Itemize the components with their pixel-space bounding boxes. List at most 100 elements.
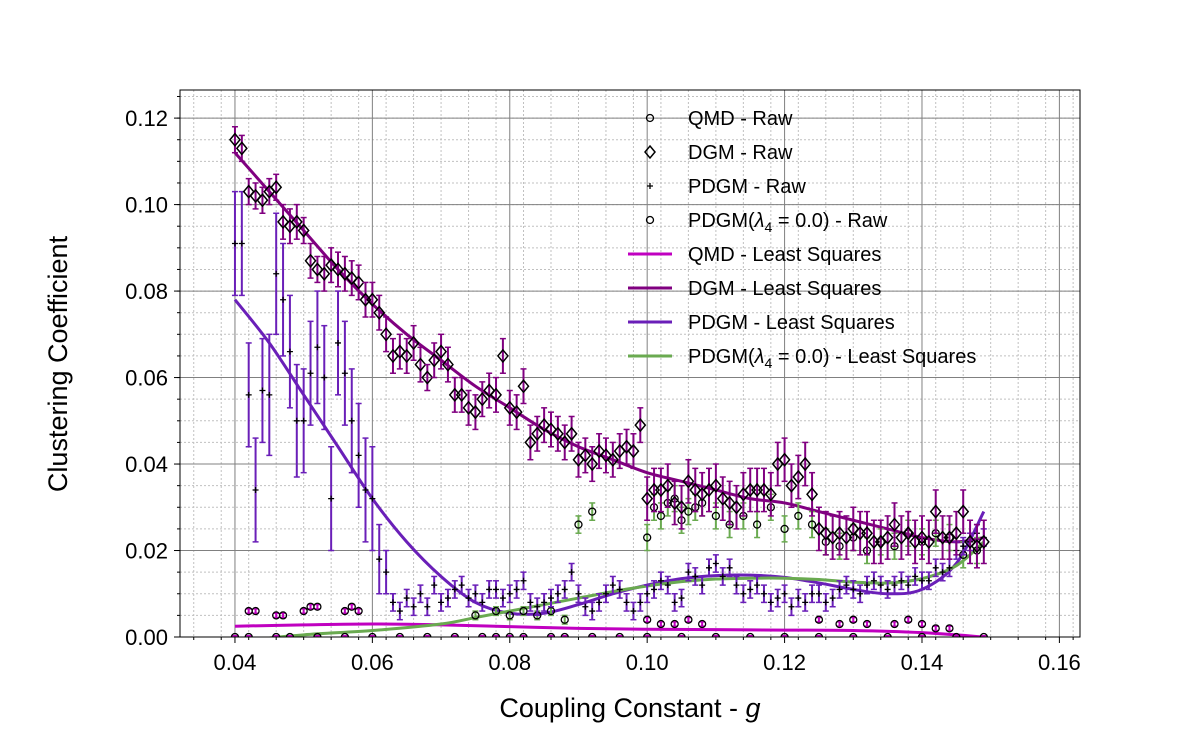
data-point-diamond	[373, 305, 386, 320]
fit-line-pdgm-4-0-0-least-squares	[263, 540, 985, 637]
data-point-plus	[465, 595, 472, 602]
data-point-plus	[671, 599, 678, 606]
data-point-plus	[685, 569, 692, 576]
data-point-circle	[945, 624, 954, 633]
data-point-plus	[486, 586, 493, 593]
data-point-circle	[395, 632, 404, 637]
data-point-diamond	[249, 188, 262, 204]
data-point-circle	[849, 615, 858, 624]
data-point-plus	[547, 595, 554, 602]
y-tick-label: 0.04	[125, 452, 168, 477]
data-point-circle	[574, 520, 583, 529]
data-point-plus	[424, 603, 431, 610]
data-point-plus	[321, 374, 328, 381]
data-point-plus	[527, 599, 534, 606]
data-point-diamond	[496, 348, 509, 364]
data-point-plus	[410, 603, 417, 610]
data-point-circle	[979, 632, 988, 637]
data-point-plus	[726, 564, 733, 571]
data-point-plus	[767, 599, 774, 606]
data-point-circle	[471, 611, 480, 620]
data-point-diamond	[641, 491, 654, 506]
data-point-circle	[643, 632, 652, 637]
data-point-diamond	[922, 534, 935, 550]
data-point-diamond	[833, 526, 846, 541]
data-point-circle	[313, 602, 322, 611]
data-point-circle	[615, 632, 624, 637]
data-point-circle	[340, 632, 350, 637]
x-tick-label: 0.12	[763, 650, 806, 675]
data-point-plus	[266, 391, 273, 398]
data-point-plus	[864, 582, 871, 589]
data-point-circle	[752, 520, 762, 529]
x-tick-label: 0.04	[214, 650, 257, 675]
legend-entry: PDGM(λ4 = 0.0) - Raw	[645, 210, 888, 235]
legend-label-var: λ	[754, 210, 765, 232]
data-point-diamond	[675, 500, 688, 515]
data-point-circle	[230, 632, 240, 637]
data-point-plus	[238, 240, 245, 247]
data-point-plus	[499, 595, 506, 602]
data-point-diamond	[634, 417, 647, 433]
data-point-plus	[925, 577, 932, 584]
data-point-circle	[684, 507, 693, 516]
data-point-plus	[314, 344, 321, 351]
axes	[179, 89, 1081, 638]
legend-label-suffix: = 0.0) - Raw	[772, 210, 888, 232]
data-point-plus	[513, 586, 520, 593]
data-point-plus	[719, 573, 726, 580]
data-point-circle	[423, 632, 432, 637]
data-point-plus	[568, 569, 575, 576]
data-point-diamond	[421, 370, 434, 385]
y-axis-title: Clustering Coefficient	[43, 235, 73, 492]
data-point-plus	[623, 599, 630, 606]
data-point-diamond	[620, 439, 633, 454]
data-point-plus	[293, 417, 300, 424]
data-point-diamond	[861, 526, 873, 541]
y-tick-label: 0.12	[125, 106, 168, 131]
data-point-diamond	[483, 383, 496, 398]
data-point-diamond	[730, 500, 743, 515]
legend-entry: PDGM - Least Squares	[628, 312, 895, 334]
data-point-plus	[431, 582, 438, 589]
data-point-circle	[313, 632, 322, 637]
data-point-plus	[747, 586, 754, 593]
y-tick-label: 0.00	[125, 625, 168, 650]
legend-label: QMD - Raw	[688, 108, 793, 130]
data-point-diamond	[531, 426, 544, 441]
data-point-plus	[286, 348, 293, 355]
data-point-plus	[554, 590, 561, 597]
data-point-circle	[450, 632, 459, 637]
data-point-diamond	[977, 534, 990, 550]
data-point-plus	[328, 495, 335, 502]
data-point-plus	[822, 599, 829, 606]
data-point-diamond	[819, 526, 832, 541]
data-point-circle	[917, 619, 927, 629]
data-point-circle	[505, 632, 514, 637]
data-point-circle	[780, 524, 789, 534]
data-point-plus	[788, 603, 795, 610]
data-point-circle	[491, 632, 501, 637]
data-point-diamond	[270, 180, 283, 195]
data-point-circle	[814, 632, 824, 637]
data-point-plus	[843, 582, 850, 589]
data-point-plus	[918, 577, 925, 584]
data-point-circle	[931, 624, 940, 633]
legend-label-var: λ	[754, 346, 765, 368]
x-tick-label: 0.08	[488, 650, 531, 675]
data-point-diamond	[277, 214, 290, 230]
data-point-plus	[939, 569, 946, 576]
data-point-plus	[932, 564, 939, 571]
data-point-plus	[252, 486, 259, 493]
data-point-plus	[575, 590, 582, 597]
data-point-circle	[807, 520, 817, 529]
data-point-diamond	[950, 526, 963, 541]
data-point-diamond	[709, 478, 722, 493]
data-point-plus	[815, 590, 822, 597]
data-point-plus	[362, 486, 369, 493]
data-point-diamond	[888, 517, 901, 532]
data-point-plus	[609, 582, 616, 589]
data-point-diamond	[881, 530, 894, 545]
data-point-diamond	[441, 357, 454, 372]
